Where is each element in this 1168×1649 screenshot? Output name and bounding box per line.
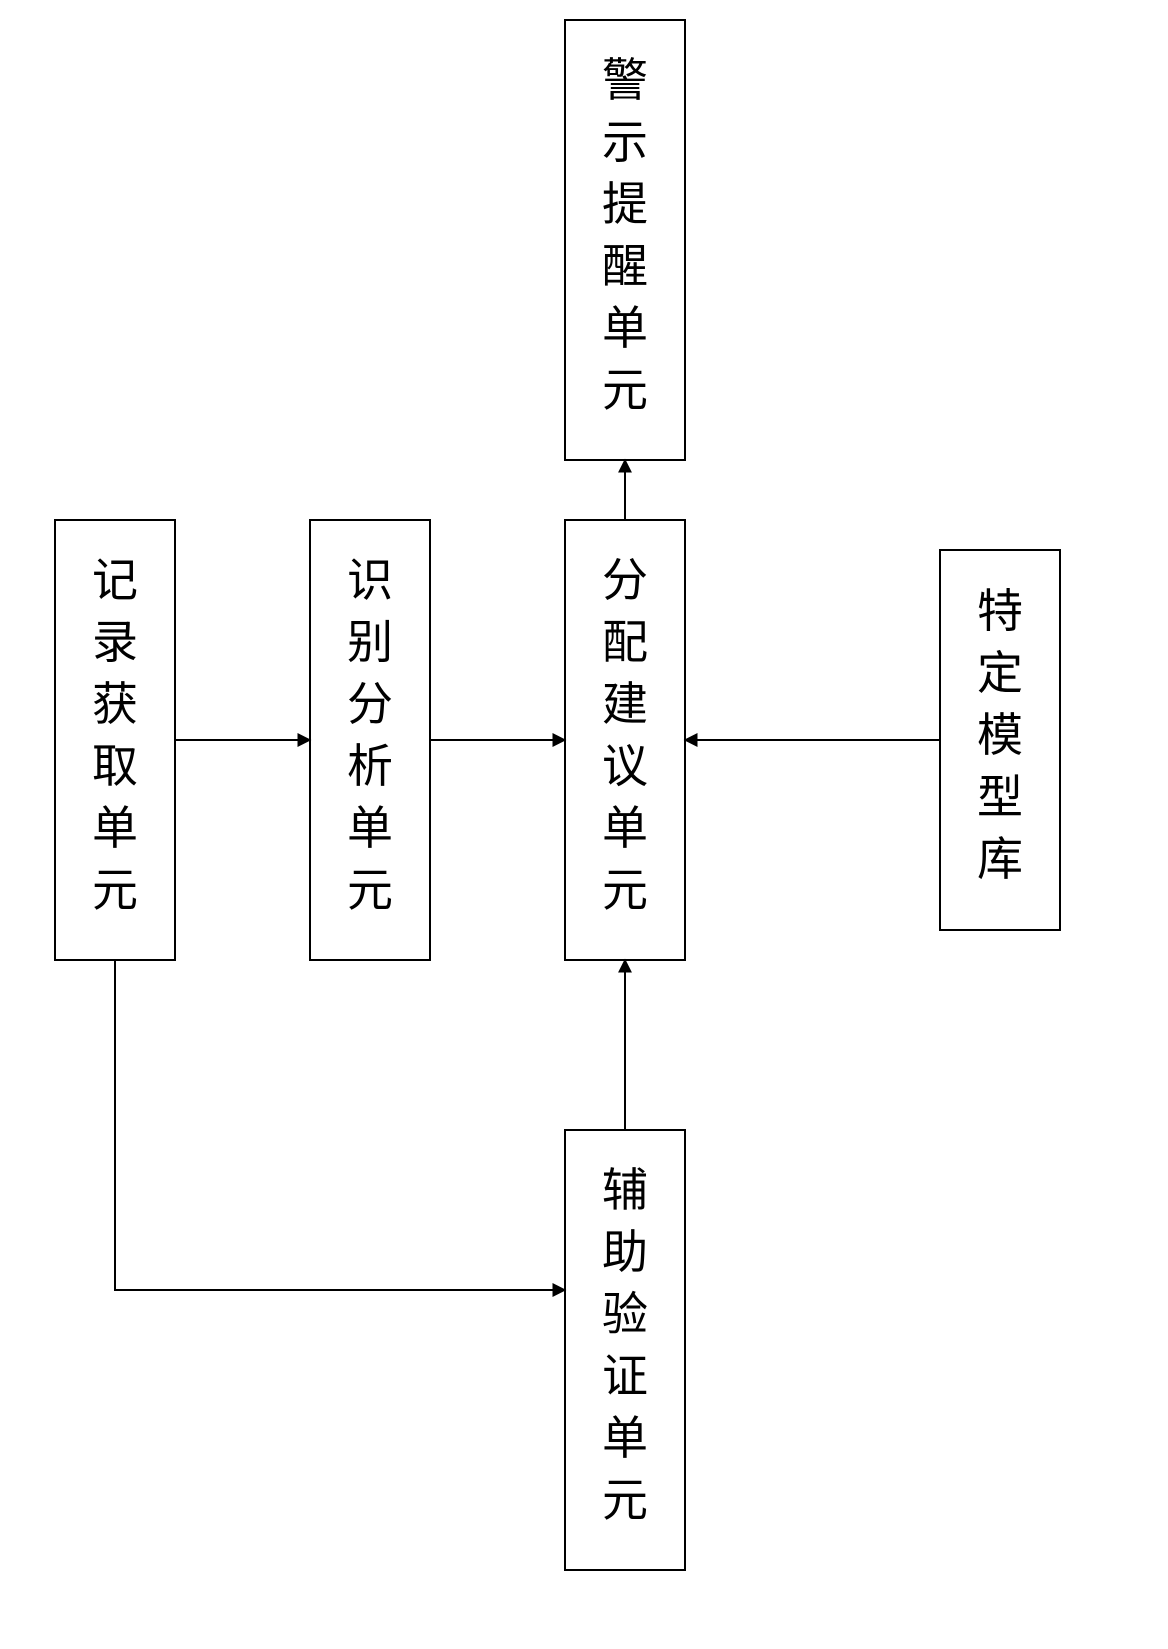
edge-record-to-assist bbox=[115, 960, 565, 1290]
node-modelLib-label: 特定模型库 bbox=[977, 586, 1023, 885]
node-allocate-label: 分配建议单元 bbox=[602, 555, 648, 916]
node-assist: 辅助验证单元 bbox=[565, 1130, 685, 1570]
node-record-label: 记录获取单元 bbox=[92, 555, 138, 916]
node-modelLib: 特定模型库 bbox=[940, 550, 1060, 930]
node-allocate: 分配建议单元 bbox=[565, 520, 685, 960]
node-alert: 警示提醒单元 bbox=[565, 20, 685, 460]
node-analyze-label: 识别分析单元 bbox=[347, 555, 393, 916]
node-assist-label: 辅助验证单元 bbox=[602, 1165, 648, 1526]
node-analyze: 识别分析单元 bbox=[310, 520, 430, 960]
node-record: 记录获取单元 bbox=[55, 520, 175, 960]
node-alert-label: 警示提醒单元 bbox=[602, 55, 648, 416]
diagram-canvas: 记录获取单元 识别分析单元 分配建议单元 特定模型库 警示提醒单元辅助验证单元 bbox=[0, 0, 1168, 1649]
